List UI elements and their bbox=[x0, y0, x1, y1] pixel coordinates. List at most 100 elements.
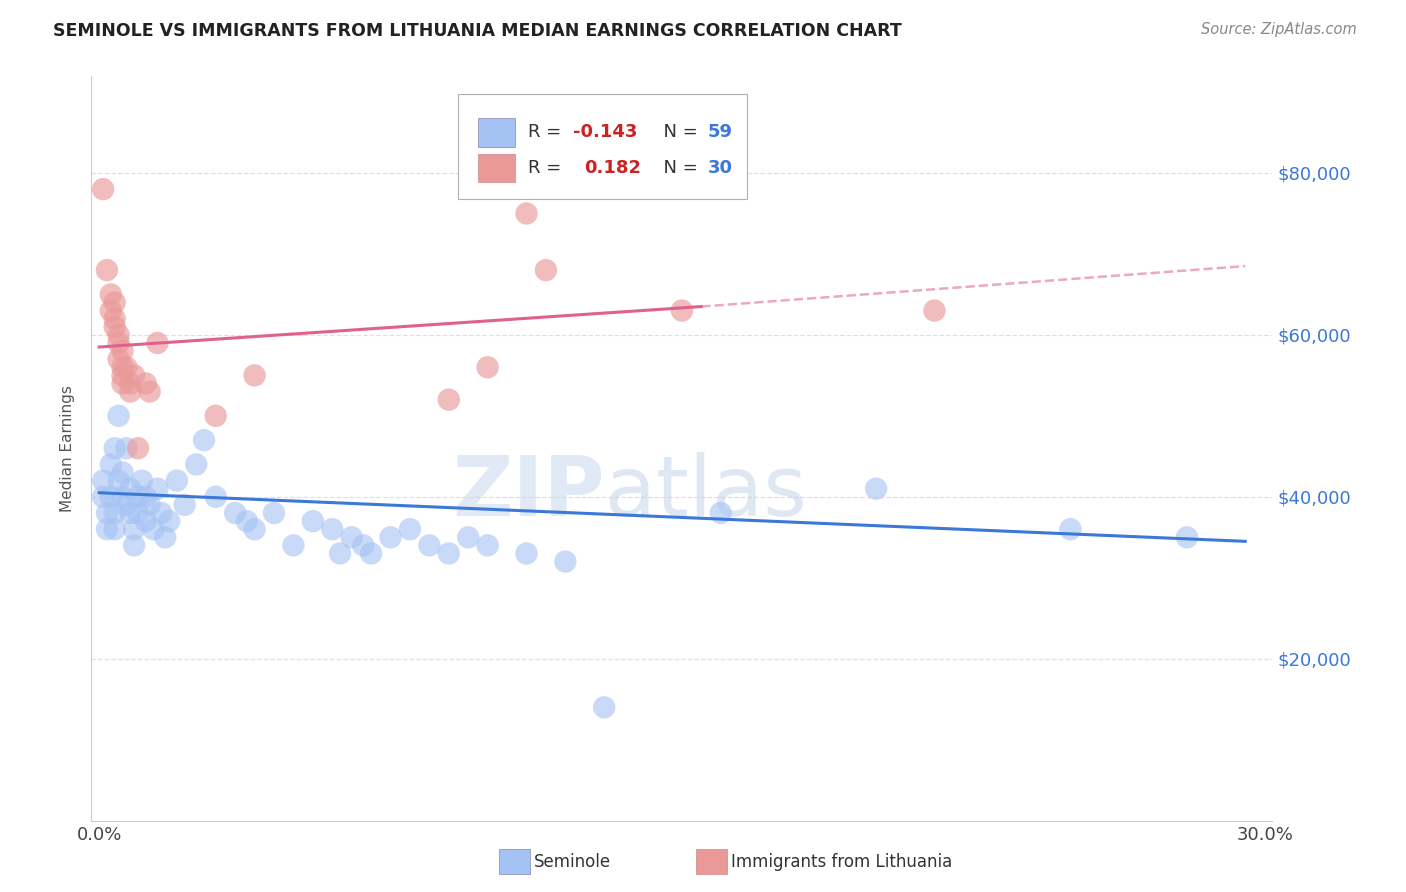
Point bbox=[127, 490, 149, 504]
Y-axis label: Median Earnings: Median Earnings bbox=[60, 384, 76, 512]
Point bbox=[360, 546, 382, 560]
Point bbox=[193, 433, 215, 447]
Point bbox=[263, 506, 285, 520]
Point bbox=[91, 490, 114, 504]
Point bbox=[204, 490, 226, 504]
Text: R =: R = bbox=[529, 159, 574, 178]
Point bbox=[115, 442, 138, 455]
Point bbox=[186, 458, 208, 472]
Point bbox=[146, 482, 169, 496]
Point bbox=[100, 303, 122, 318]
Point bbox=[111, 466, 134, 480]
Point bbox=[515, 546, 537, 560]
Point bbox=[418, 538, 440, 552]
Point bbox=[104, 319, 127, 334]
FancyBboxPatch shape bbox=[478, 119, 516, 146]
Point bbox=[100, 490, 122, 504]
Point bbox=[380, 530, 402, 544]
Point bbox=[534, 263, 557, 277]
Point bbox=[104, 295, 127, 310]
Point bbox=[107, 327, 129, 342]
Point bbox=[153, 530, 177, 544]
Point bbox=[111, 360, 134, 375]
Point bbox=[321, 522, 343, 536]
Point bbox=[135, 490, 157, 504]
Point bbox=[120, 384, 142, 399]
Point bbox=[437, 546, 460, 560]
Point bbox=[593, 700, 616, 714]
Text: -0.143: -0.143 bbox=[574, 123, 638, 142]
Point bbox=[131, 474, 153, 488]
Point bbox=[127, 506, 149, 520]
Point bbox=[302, 514, 325, 528]
Point bbox=[437, 392, 460, 407]
Text: 59: 59 bbox=[707, 123, 733, 142]
Point bbox=[127, 442, 149, 455]
FancyBboxPatch shape bbox=[478, 154, 516, 182]
Point bbox=[120, 506, 142, 520]
Text: N =: N = bbox=[652, 159, 704, 178]
Text: N =: N = bbox=[652, 123, 704, 142]
Point bbox=[115, 498, 138, 512]
Point bbox=[340, 530, 363, 544]
Point bbox=[173, 498, 195, 512]
Point bbox=[100, 287, 122, 301]
Point bbox=[104, 522, 127, 536]
Point bbox=[122, 538, 145, 552]
Point bbox=[710, 506, 733, 520]
Point bbox=[224, 506, 246, 520]
Point bbox=[115, 360, 138, 375]
Point bbox=[671, 303, 693, 318]
Point bbox=[142, 522, 165, 536]
Point bbox=[107, 409, 129, 423]
Point bbox=[96, 522, 118, 536]
FancyBboxPatch shape bbox=[457, 95, 747, 199]
Point bbox=[107, 352, 129, 367]
Point bbox=[399, 522, 422, 536]
Point bbox=[91, 474, 114, 488]
Point bbox=[329, 546, 352, 560]
Point bbox=[865, 482, 887, 496]
Point bbox=[283, 538, 305, 552]
Point bbox=[477, 538, 499, 552]
Point bbox=[122, 522, 145, 536]
Point bbox=[1059, 522, 1081, 536]
Point bbox=[91, 182, 114, 196]
Point bbox=[236, 514, 259, 528]
Text: Immigrants from Lithuania: Immigrants from Lithuania bbox=[731, 853, 952, 871]
Point bbox=[138, 498, 160, 512]
Point bbox=[111, 490, 134, 504]
Point bbox=[157, 514, 180, 528]
Point bbox=[554, 555, 576, 569]
Point bbox=[107, 474, 129, 488]
Text: 30: 30 bbox=[707, 159, 733, 178]
Point bbox=[104, 442, 127, 455]
Point bbox=[146, 336, 169, 351]
Point bbox=[122, 368, 145, 383]
Point bbox=[104, 311, 127, 326]
Point bbox=[111, 344, 134, 359]
Text: Source: ZipAtlas.com: Source: ZipAtlas.com bbox=[1201, 22, 1357, 37]
Text: atlas: atlas bbox=[605, 452, 807, 533]
Text: R =: R = bbox=[529, 123, 568, 142]
Point bbox=[111, 368, 134, 383]
Point bbox=[150, 506, 173, 520]
Text: ZIP: ZIP bbox=[453, 452, 605, 533]
Point bbox=[120, 376, 142, 391]
Text: 0.182: 0.182 bbox=[583, 159, 641, 178]
Text: SEMINOLE VS IMMIGRANTS FROM LITHUANIA MEDIAN EARNINGS CORRELATION CHART: SEMINOLE VS IMMIGRANTS FROM LITHUANIA ME… bbox=[53, 22, 903, 40]
Point bbox=[100, 458, 122, 472]
Point bbox=[243, 368, 266, 383]
Point bbox=[120, 482, 142, 496]
Point bbox=[107, 336, 129, 351]
Point bbox=[515, 206, 537, 220]
Point bbox=[104, 506, 127, 520]
Point bbox=[166, 474, 188, 488]
Point bbox=[96, 506, 118, 520]
Point bbox=[204, 409, 226, 423]
Point bbox=[352, 538, 374, 552]
Point bbox=[457, 530, 479, 544]
Point bbox=[135, 376, 157, 391]
Point bbox=[243, 522, 266, 536]
Point bbox=[138, 384, 160, 399]
